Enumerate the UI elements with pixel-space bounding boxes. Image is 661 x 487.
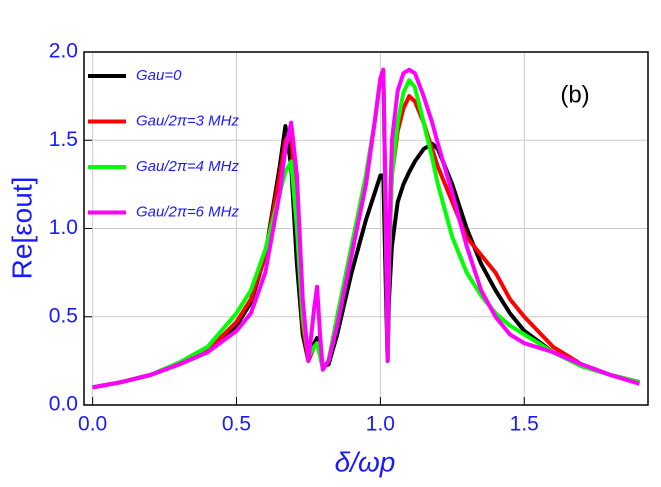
series-line [92,67,640,390]
annotation: (b) [560,81,589,108]
x-axis-label: δ/ωp [335,446,396,477]
plot-frame [83,51,649,406]
x-tick-label: 0.5 [222,413,251,436]
x-tick-label: 1.5 [510,413,539,436]
y-tick-label: 0.5 [49,304,78,327]
x-tick-label: 1.0 [366,413,395,436]
legend-label: Gau/2π=4 MHz [136,158,240,175]
y-axis-label: Re[εout] [6,177,37,280]
y-tick-label: 1.0 [49,216,78,239]
y-tick-label: 2.0 [49,40,78,63]
x-tick-label: 0.0 [78,413,107,436]
y-tick-label: 1.5 [49,128,78,151]
legend-label: Gau=0 [136,67,182,84]
y-tick-label: 0.0 [49,393,78,416]
legend-label: Gau/2π=6 MHz [136,203,240,220]
legend-label: Gau/2π=3 MHz [136,112,240,129]
